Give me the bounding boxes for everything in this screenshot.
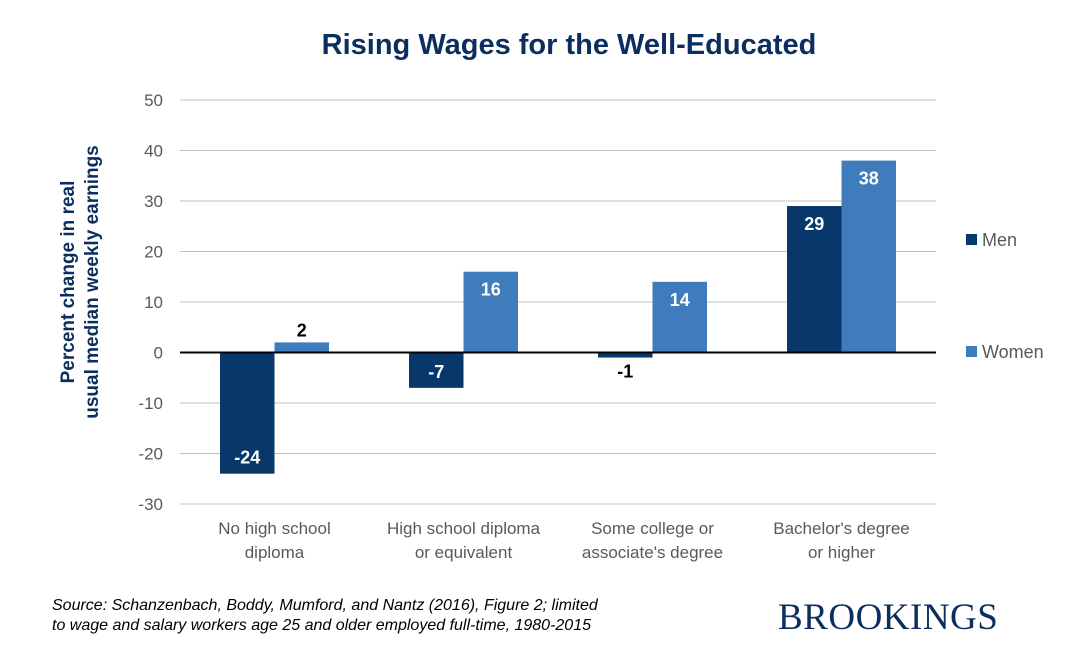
- x-tick-label: Some college or: [591, 519, 714, 538]
- x-tick-label: Bachelor's degree: [773, 519, 910, 538]
- y-tick-label: 30: [144, 192, 163, 211]
- source-line-2: to wage and salary workers age 25 and ol…: [52, 617, 591, 634]
- bar-women: [652, 281, 707, 353]
- x-tick-label: diploma: [245, 543, 305, 562]
- data-label: 29: [804, 214, 824, 234]
- data-label: -24: [234, 448, 260, 468]
- x-tick-label: No high school: [218, 519, 330, 538]
- legend-swatch-women: [966, 346, 977, 357]
- x-tick-label: High school diploma: [387, 519, 541, 538]
- data-label: 14: [670, 290, 690, 310]
- y-tick-label: -20: [138, 445, 163, 464]
- x-tick-label: associate's degree: [582, 543, 723, 562]
- bar-men: [409, 352, 464, 388]
- source-note: Source: Schanzenbach, Boddy, Mumford, an…: [52, 596, 598, 636]
- bar-men: [787, 206, 842, 353]
- y-axis-label-line1: Percent change in real: [58, 181, 79, 384]
- data-label: 38: [859, 169, 879, 189]
- bar-women: [463, 271, 518, 353]
- bar-women: [841, 160, 896, 353]
- legend-label-women: Women: [982, 342, 1044, 362]
- x-tick-label: or higher: [808, 543, 875, 562]
- source-line-1: Source: Schanzenbach, Boddy, Mumford, an…: [52, 597, 598, 614]
- y-tick-label: -30: [138, 495, 163, 514]
- bar-women: [274, 342, 329, 353]
- legend-swatch-men: [966, 234, 977, 245]
- y-tick-label: -10: [138, 394, 163, 413]
- data-label: -7: [428, 362, 444, 382]
- legend-label-men: Men: [982, 230, 1017, 250]
- bar-men: [598, 352, 653, 358]
- x-tick-label: or equivalent: [415, 543, 513, 562]
- y-tick-label: 20: [144, 243, 163, 262]
- y-tick-label: 0: [154, 344, 163, 363]
- data-label: 16: [481, 280, 501, 300]
- chart-title: Rising Wages for the Well-Educated: [322, 29, 817, 61]
- bar-men: [220, 352, 275, 474]
- y-tick-label: 50: [144, 91, 163, 110]
- y-tick-label: 40: [144, 142, 163, 161]
- data-label: 2: [297, 320, 307, 340]
- y-axis-label-line2: usual median weekly earnings: [82, 145, 103, 419]
- data-label: -1: [617, 362, 633, 382]
- y-tick-label: 10: [144, 293, 163, 312]
- brookings-logo: BROOKINGS: [778, 597, 999, 638]
